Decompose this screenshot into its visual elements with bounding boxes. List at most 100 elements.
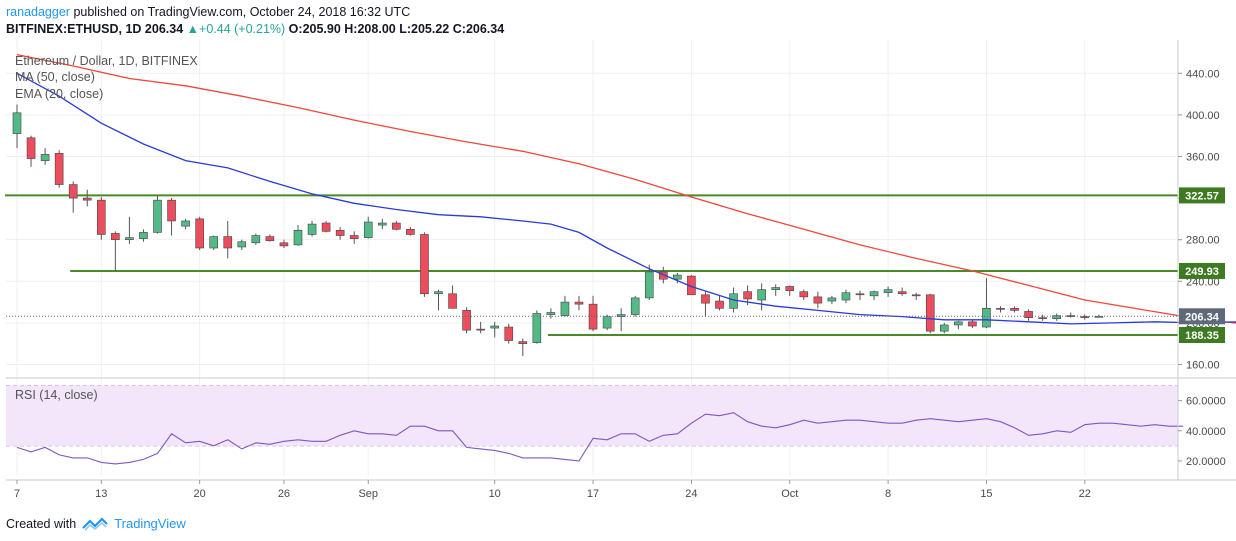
candle-body <box>996 308 1005 310</box>
candle-body <box>167 199 176 222</box>
candle-body <box>1080 316 1090 318</box>
level-price-label: 322.57 <box>1185 190 1219 202</box>
time-tick-label: 7 <box>14 488 20 500</box>
candle <box>954 320 963 330</box>
price-tick-label: 400.00 <box>1186 110 1220 122</box>
price-tick-label: 240.00 <box>1186 276 1220 288</box>
candle <box>181 218 190 230</box>
level-price-badge <box>1179 187 1225 204</box>
candle-body <box>1024 311 1033 318</box>
candle <box>602 314 612 331</box>
candle <box>1052 313 1061 321</box>
price-tick-label: 160.00 <box>1186 359 1220 371</box>
candle-body <box>420 234 429 295</box>
candle-body <box>181 220 190 227</box>
candle <box>968 319 977 329</box>
candle <box>925 293 935 334</box>
candle <box>504 323 514 344</box>
candle-body <box>1066 315 1076 317</box>
candle-body <box>658 271 668 280</box>
candle-body <box>939 324 949 332</box>
candle-body <box>855 293 865 296</box>
candle <box>153 196 162 234</box>
candle <box>757 283 766 311</box>
candle <box>911 292 921 300</box>
candle-body <box>560 301 570 316</box>
time-tick-label: 20 <box>194 488 206 500</box>
close-value: 206.34 <box>465 22 505 36</box>
candle <box>630 295 640 317</box>
candle <box>40 148 50 165</box>
time-tick-label: 24 <box>685 488 697 500</box>
candle-body <box>125 237 134 240</box>
candle-body <box>827 297 837 302</box>
candle-body <box>982 308 991 328</box>
candle <box>321 220 331 233</box>
candle <box>644 264 654 300</box>
time-tick-label: 13 <box>95 488 107 500</box>
publish-text: published on TradingView.com, October 24… <box>73 5 411 19</box>
candle <box>982 278 991 329</box>
candle <box>54 150 64 188</box>
candle <box>237 239 247 251</box>
candle-body <box>841 292 851 301</box>
candle <box>673 272 682 284</box>
candle <box>26 135 36 167</box>
candle-body <box>321 222 331 232</box>
candle <box>996 306 1005 313</box>
time-tick-label: 17 <box>587 488 599 500</box>
tradingview-brand-link[interactable]: TradingView <box>114 516 186 531</box>
candle-body <box>392 222 401 230</box>
ma-legend: MA (50, close) <box>15 70 95 84</box>
candle <box>869 290 879 300</box>
candle-body <box>869 291 879 297</box>
up-arrow-icon: ▲ <box>186 22 200 36</box>
candle-body <box>377 222 387 226</box>
candle <box>279 239 289 248</box>
candle <box>476 321 485 334</box>
candle-body <box>757 289 766 301</box>
horizontal-levels <box>5 194 1178 336</box>
candle <box>335 227 345 240</box>
time-tick-label: 22 <box>1079 488 1091 500</box>
candle <box>715 295 724 311</box>
rsi-tick-label: 60.0000 <box>1186 396 1226 408</box>
candle <box>97 197 106 240</box>
candle-body <box>715 300 724 309</box>
candle-body <box>153 199 162 233</box>
symbol-label: BITFINEX:ETHUSD, 1D <box>6 22 142 36</box>
candle-body <box>897 291 907 295</box>
price-tick-label: 360.00 <box>1186 151 1220 163</box>
candle <box>799 289 809 300</box>
candle-body <box>434 291 443 295</box>
candle-body <box>799 291 809 298</box>
candle-body <box>462 310 471 331</box>
candle <box>771 284 781 296</box>
candle-body <box>673 274 682 280</box>
candle <box>82 189 92 207</box>
candle <box>167 198 176 236</box>
candle-body <box>223 236 233 249</box>
candle-body <box>1052 315 1061 320</box>
time-tick-label: Sep <box>358 488 378 500</box>
last-price-label: 206.34 <box>1185 311 1220 323</box>
candle <box>377 218 387 230</box>
candle-body <box>518 341 528 344</box>
candle <box>392 220 401 231</box>
time-tick-label: 10 <box>489 488 501 500</box>
candle-body <box>968 321 977 327</box>
candle-body <box>251 235 261 244</box>
candle-body <box>349 235 359 239</box>
candle-body <box>883 289 893 294</box>
last-price-badge <box>1179 308 1225 325</box>
candle <box>462 307 471 334</box>
candle-body <box>237 241 247 248</box>
price-tick-label: 280.00 <box>1186 235 1220 247</box>
candle-body <box>448 293 457 309</box>
author-link[interactable]: ranadagger <box>6 5 70 19</box>
candle <box>139 229 148 242</box>
candle-body <box>476 328 485 331</box>
candle <box>939 322 949 334</box>
candle <box>1066 312 1076 318</box>
